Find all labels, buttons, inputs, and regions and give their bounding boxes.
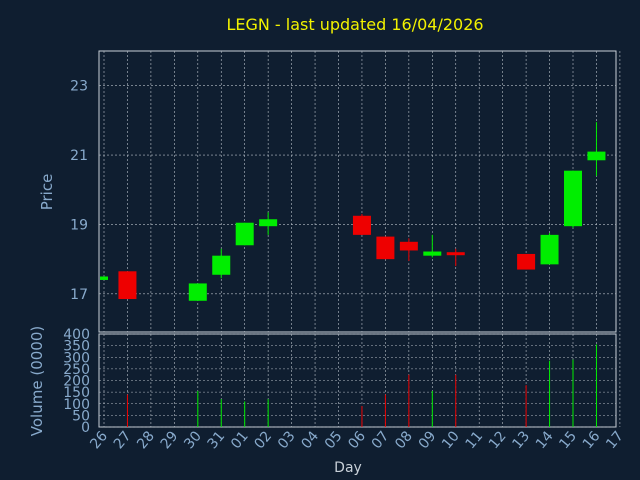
candle (235, 222, 254, 246)
candle (100, 276, 108, 280)
candle (399, 238, 418, 261)
volume-tick-label: 400 (63, 327, 90, 343)
candle-body (399, 241, 418, 251)
price-tick-label: 23 (70, 79, 88, 95)
candle (188, 283, 207, 301)
candle (517, 253, 536, 270)
candle-body (446, 252, 465, 256)
price-frame (98, 50, 617, 333)
candle (118, 271, 137, 300)
candle (376, 236, 395, 260)
candle-body (423, 251, 442, 256)
candle-body (517, 253, 536, 270)
candle-body (564, 170, 582, 227)
candle-body (376, 236, 395, 260)
candle (540, 233, 559, 265)
chart-title: LEGN - last updated 16/04/2026 (226, 15, 483, 34)
volume-tick-label: 350 (63, 339, 90, 355)
candle (259, 212, 278, 235)
candle-body (235, 222, 254, 246)
candle-body (118, 271, 137, 300)
candles (100, 122, 606, 301)
price-tick-label: 19 (70, 217, 88, 233)
x-axis-label: Day (334, 460, 362, 476)
candle-body (587, 151, 606, 161)
volume-tick-label: 150 (63, 385, 90, 401)
candle-body (212, 255, 231, 275)
candle (564, 170, 582, 228)
volume-bars (126, 344, 597, 427)
volume-tick-label: 50 (72, 408, 90, 424)
price-tick-label: 21 (70, 148, 88, 164)
candle (587, 122, 606, 176)
price-axis-label: Price (38, 174, 56, 211)
candle (212, 248, 231, 279)
candle (352, 214, 371, 235)
volume-tick-label: 200 (63, 374, 90, 390)
volume-tick-label: 100 (63, 397, 90, 413)
volume-tick-label: 250 (63, 362, 90, 378)
price-tick-labels: 17 19 21 23 (70, 79, 88, 303)
candle-body (540, 234, 559, 265)
price-tick-label: 17 (70, 287, 88, 303)
price-panel: 17 19 21 23 Price (38, 50, 621, 333)
candle-body (259, 219, 278, 227)
candle (423, 234, 442, 258)
volume-tick-label: 0 (81, 420, 90, 436)
candle (446, 248, 465, 267)
x-tick-labels: 26 27 28 29 30 31 01 02 03 04 05 06 07 08 09 10 11 12 13 14… (87, 428, 627, 452)
candle-body (100, 276, 108, 280)
volume-tick-label: 300 (63, 350, 90, 366)
volume-axis-label: Volume (0000) (28, 326, 46, 436)
candle-body (188, 283, 207, 301)
candle-body (352, 215, 371, 235)
